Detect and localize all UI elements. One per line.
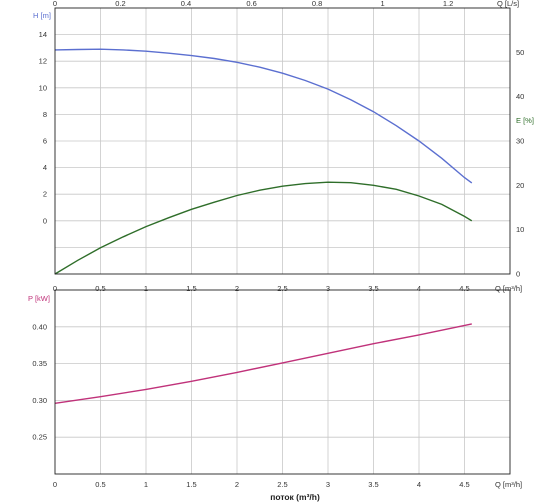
top-panel-x-tick-label: 3.5	[368, 284, 378, 293]
bottom-panel-x-tick-label: 4.5	[459, 480, 469, 489]
head-axis-tick-label: 10	[39, 83, 47, 92]
efficiency-axis-tick-label: 20	[516, 181, 524, 190]
top-axis-tick-label: 0	[53, 0, 57, 8]
axis-titles: Q [L/s] H [m] E [%] Q [m³/h] P [kW] Q [m³/h]	[28, 0, 534, 489]
top-panel-x-axis-title: Q [m³/h]	[495, 284, 522, 293]
efficiency-axis-tick-label: 10	[516, 225, 524, 234]
plot-frames	[54, 7, 511, 475]
power-axis-tick-label: 0.25	[32, 433, 47, 442]
head-axis-tick-label: 6	[43, 137, 47, 146]
head-axis-tick-label: 12	[39, 57, 47, 66]
bottom-panel-x-tick-label: 0.5	[95, 480, 105, 489]
gridlines	[55, 8, 510, 474]
head-axis-tick-label: 0	[43, 216, 47, 225]
top-panel-x-tick-label: 3	[326, 284, 330, 293]
bottom-panel-x-tick-label: 0	[53, 480, 57, 489]
top-axis-tick-label: 0.8	[312, 0, 322, 8]
top-axis-tick-label: 0.6	[246, 0, 256, 8]
top-panel-x-tick-label: 1.5	[186, 284, 196, 293]
efficiency-curve	[54, 181, 473, 275]
top-axis-tick-label: 1	[380, 0, 384, 8]
head-axis-title: H [m]	[33, 11, 51, 20]
efficiency-axis-tick-label: 50	[516, 48, 524, 57]
bottom-panel-x-tick-label: 2.5	[277, 480, 287, 489]
power-curve	[54, 323, 472, 404]
top-panel-x-tick-label: 2.5	[277, 284, 287, 293]
top-axis-title: Q [L/s]	[497, 0, 519, 8]
head-axis-tick-label: 4	[43, 163, 47, 172]
head-curve	[54, 48, 473, 184]
head-axis-tick-label: 14	[39, 30, 47, 39]
power-axis-tick-label: 0.30	[32, 396, 47, 405]
bottom-panel-x-tick-label: 3.5	[368, 480, 378, 489]
top-axis-tick-label: 0.4	[181, 0, 191, 8]
top-axis-tick-label: 1.2	[443, 0, 453, 8]
bottom-panel-x-tick-label: 3	[326, 480, 330, 489]
top-panel-x-tick-label: 0.5	[95, 284, 105, 293]
efficiency-axis-tick-label: 40	[516, 92, 524, 101]
bottom-panel-x-tick-label: 2	[235, 480, 239, 489]
power-axis-tick-label: 0.35	[32, 359, 47, 368]
top-panel-x-tick-label: 1	[144, 284, 148, 293]
bottom-panel-x-axis-title: Q [m³/h]	[495, 480, 522, 489]
tick-labels: 0 0.2 0.4 0.6 0.8 1 1.214121086420504030201000…	[32, 0, 524, 489]
efficiency-axis-title: E [%]	[516, 116, 534, 125]
top-panel-x-tick-label: 4.5	[459, 284, 469, 293]
top-panel-x-tick-label: 0	[53, 284, 57, 293]
efficiency-axis-tick-label: 30	[516, 137, 524, 146]
efficiency-axis-tick-label: 0	[516, 270, 520, 279]
bottom-panel-x-tick-label: 1.5	[186, 480, 196, 489]
power-axis-title: P [kW]	[28, 294, 50, 303]
top-plot-frame	[54, 7, 511, 275]
bottom-plot-frame	[54, 289, 511, 475]
x-axis-title: поток (m³/h)	[270, 492, 320, 502]
bottom-panel-x-tick-label: 4	[417, 480, 421, 489]
data-series	[54, 48, 473, 404]
top-axis-tick-label: 0.2	[115, 0, 125, 8]
head-axis-tick-label: 2	[43, 190, 47, 199]
head-axis-tick-label: 8	[43, 110, 47, 119]
top-panel-x-tick-label: 2	[235, 284, 239, 293]
top-panel-x-tick-label: 4	[417, 284, 421, 293]
bottom-panel-x-tick-label: 1	[144, 480, 148, 489]
power-axis-tick-label: 0.40	[32, 322, 47, 331]
